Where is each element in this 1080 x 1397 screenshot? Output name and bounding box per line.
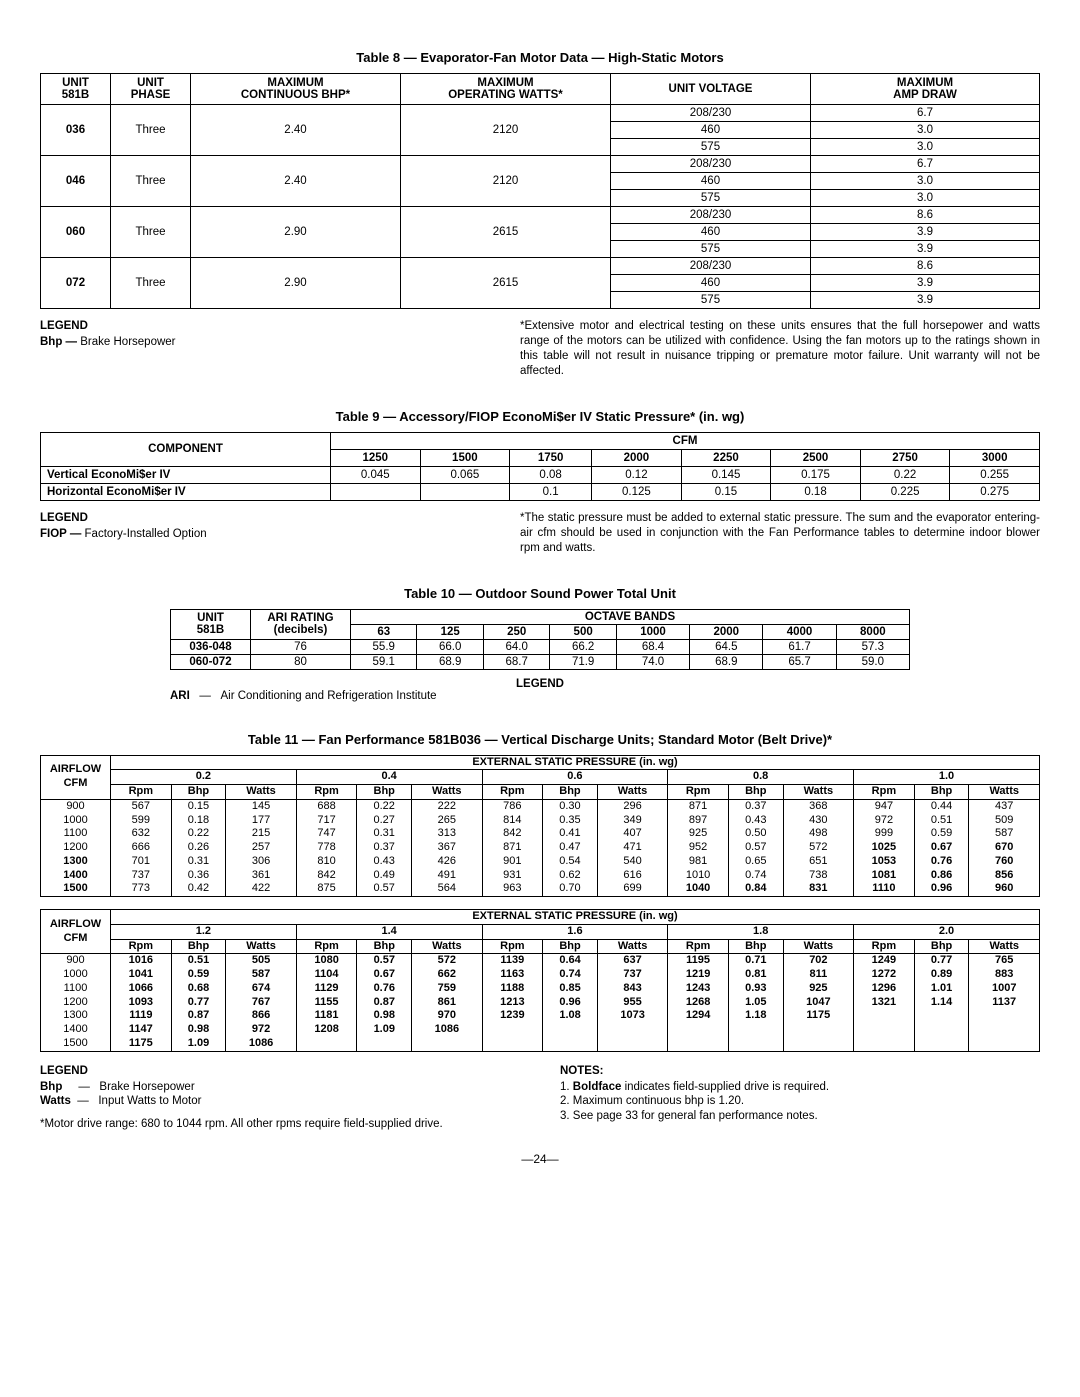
t8-note: *Extensive motor and electrical testing … bbox=[520, 319, 1040, 379]
t11a-esp: EXTERNAL STATIC PRESSURE (in. wg) bbox=[111, 755, 1040, 770]
t8-legend-title: LEGEND bbox=[40, 319, 490, 334]
table8: UNIT581B UNITPHASE MAXIMUMCONTINUOUS BHP… bbox=[40, 73, 1040, 309]
t11a-airflow: AIRFLOWCFM bbox=[41, 755, 111, 799]
t11-legend-bhp: Bhp — Brake Horsepower bbox=[40, 1080, 520, 1095]
t11-legend-title: LEGEND bbox=[40, 1064, 520, 1079]
t11b-esp: EXTERNAL STATIC PRESSURE (in. wg) bbox=[111, 910, 1040, 925]
table11-b: AIRFLOWCFM EXTERNAL STATIC PRESSURE (in.… bbox=[40, 909, 1040, 1052]
t9-h-cfm: CFM bbox=[331, 432, 1040, 449]
t10-h-octave: OCTAVE BANDS bbox=[351, 609, 910, 624]
t11b-airflow: AIRFLOWCFM bbox=[41, 910, 111, 954]
t8-h-phase: UNITPHASE bbox=[111, 74, 191, 105]
t8-h-bhp: MAXIMUMCONTINUOUS BHP* bbox=[191, 74, 401, 105]
table9: COMPONENT CFM 12501500175020002250250027… bbox=[40, 432, 1040, 501]
t8-h-unit: UNIT581B bbox=[41, 74, 111, 105]
t10-h-unit: UNIT581B bbox=[171, 609, 251, 639]
t10-legend-ari: ARI — Air Conditioning and Refrigeration… bbox=[170, 690, 437, 702]
t10-h-ari: ARI RATING(decibels) bbox=[251, 609, 351, 639]
t11-motor-range: *Motor drive range: 680 to 1044 rpm. All… bbox=[40, 1117, 520, 1132]
t11-note1: 1. Boldface indicates field-supplied dri… bbox=[560, 1080, 1040, 1095]
t11-notes-title: NOTES: bbox=[560, 1064, 1040, 1079]
t11-note3: 3. See page 33 for general fan performan… bbox=[560, 1109, 1040, 1124]
t8-h-watts: MAXIMUMOPERATING WATTS* bbox=[401, 74, 611, 105]
table10: UNIT581B ARI RATING(decibels) OCTAVE BAN… bbox=[170, 609, 910, 670]
t9-legend-title: LEGEND bbox=[40, 511, 490, 526]
t11-note2: 2. Maximum continuous bhp is 1.20. bbox=[560, 1094, 1040, 1109]
table10-title: Table 10 — Outdoor Sound Power Total Uni… bbox=[40, 586, 1040, 601]
page-number: —24— bbox=[40, 1152, 1040, 1166]
t8-h-amp: MAXIMUMAMP DRAW bbox=[811, 74, 1040, 105]
table9-title: Table 9 — Accessory/FIOP EconoMi$er IV S… bbox=[40, 409, 1040, 424]
t8-legend-bhp: Bhp — Brake Horsepower bbox=[40, 336, 176, 348]
table8-title: Table 8 — Evaporator-Fan Motor Data — Hi… bbox=[40, 50, 1040, 65]
t11-legend-watts: Watts — Input Watts to Motor bbox=[40, 1094, 520, 1109]
t8-h-voltage: UNIT VOLTAGE bbox=[611, 74, 811, 105]
table11-title: Table 11 — Fan Performance 581B036 — Ver… bbox=[40, 732, 1040, 747]
t9-legend-fiop: FIOP — Factory-Installed Option bbox=[40, 528, 207, 540]
t10-legend-title: LEGEND bbox=[516, 678, 564, 690]
t9-h-comp: COMPONENT bbox=[41, 432, 331, 466]
table11-a: AIRFLOWCFM EXTERNAL STATIC PRESSURE (in.… bbox=[40, 755, 1040, 898]
t9-note: *The static pressure must be added to ex… bbox=[520, 511, 1040, 556]
